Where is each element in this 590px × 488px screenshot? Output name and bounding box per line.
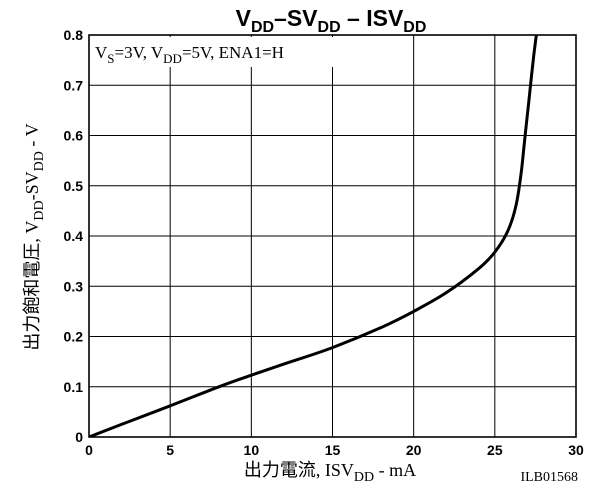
x-axis-tick-labels: 0 5 10 15 20 25 30 bbox=[85, 442, 584, 458]
y-tick-label: 0.1 bbox=[64, 379, 84, 395]
label-text: V bbox=[95, 43, 108, 62]
x-tick-label: 20 bbox=[406, 442, 422, 458]
label-text: 出力飽和電圧, V bbox=[22, 221, 42, 351]
condition-text: VS=3V, VDD=5V, ENA1=H bbox=[95, 43, 284, 66]
y-tick-label: 0.7 bbox=[64, 77, 84, 93]
condition-box bbox=[90, 37, 360, 67]
y-tick-label: 0.6 bbox=[64, 128, 84, 144]
y-tick-label: 0 bbox=[75, 429, 83, 445]
y-axis-label: 出力飽和電圧, VDD-SVDD - V bbox=[22, 123, 47, 350]
subscript-text: DD bbox=[32, 200, 47, 220]
label-text: -SV bbox=[22, 171, 42, 200]
figure-code: ILB01568 bbox=[520, 470, 578, 485]
label-text: V bbox=[236, 5, 252, 31]
label-text: - mA bbox=[374, 460, 416, 480]
chart-title: VDD–SVDD – ISVDD bbox=[236, 5, 427, 36]
y-tick-label: 0.5 bbox=[64, 178, 84, 194]
y-tick-label: 0.8 bbox=[64, 27, 84, 43]
x-tick-label: 25 bbox=[487, 442, 503, 458]
y-tick-label: 0.3 bbox=[64, 278, 84, 294]
x-axis-label: 出力電流, ISVDD - mA bbox=[244, 460, 416, 485]
y-axis-tick-labels: 0 0.1 0.2 0.3 0.4 0.5 0.6 0.7 0.8 bbox=[64, 27, 84, 445]
label-text: 出力電流, ISV bbox=[244, 460, 354, 480]
label-text: =5V, ENA1=H bbox=[182, 43, 284, 62]
x-tick-label: 10 bbox=[244, 442, 260, 458]
series-line bbox=[89, 35, 538, 437]
x-tick-label: 15 bbox=[325, 442, 341, 458]
y-tick-label: 0.4 bbox=[64, 228, 84, 244]
label-text: – ISV bbox=[341, 5, 404, 31]
subscript-text: DD bbox=[251, 19, 274, 36]
subscript-text: DD bbox=[354, 470, 374, 485]
x-tick-label: 30 bbox=[568, 442, 584, 458]
x-tick-label: 0 bbox=[85, 442, 93, 458]
subscript-text: DD bbox=[318, 19, 341, 36]
subscript-text: DD bbox=[403, 19, 426, 36]
subscript-text: DD bbox=[32, 151, 47, 171]
label-text: - V bbox=[22, 123, 42, 151]
y-tick-label: 0.2 bbox=[64, 329, 84, 345]
subscript-text: S bbox=[107, 51, 114, 66]
x-tick-label: 5 bbox=[166, 442, 174, 458]
label-text: –SV bbox=[274, 5, 318, 31]
grid-lines bbox=[89, 35, 576, 437]
subscript-text: DD bbox=[163, 51, 182, 66]
plot-frame bbox=[88, 34, 577, 438]
label-text: =3V, V bbox=[115, 43, 164, 62]
